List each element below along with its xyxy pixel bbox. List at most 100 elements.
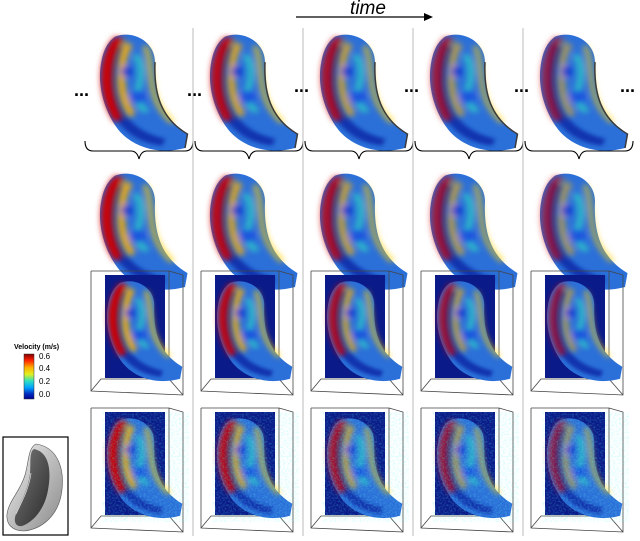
slow-region <box>552 288 603 377</box>
jet-region <box>547 282 611 358</box>
noise-overlay <box>542 412 629 522</box>
slow-region <box>106 182 165 285</box>
colorbar: Velocity (m/s) 0.6 0.4 0.2 0.0 <box>14 344 59 400</box>
colorbar-tick-0: 0.6 <box>39 352 51 361</box>
dots-4: ... <box>404 76 419 96</box>
box-wireframe <box>90 407 184 533</box>
flow-field <box>436 281 513 382</box>
noise-overlay <box>432 412 519 522</box>
flow-field <box>212 412 299 522</box>
panel-smooth-1 <box>99 173 188 290</box>
box-wireframe <box>200 270 294 396</box>
jet-region <box>107 282 171 359</box>
noise-overlay <box>102 412 189 522</box>
jet-region <box>321 175 395 263</box>
brace-4 <box>414 140 524 160</box>
slow-region <box>112 288 163 377</box>
colorbar-tick-2: 0.2 <box>39 377 51 386</box>
panel-mesh-3 <box>319 34 409 151</box>
box-wireframe <box>310 270 404 396</box>
jet-region <box>211 36 285 125</box>
grid-lines <box>192 28 524 536</box>
panel-smooth-2 <box>209 173 298 290</box>
time-label: time <box>350 0 386 19</box>
panel-noisy-5 <box>530 407 629 533</box>
panel-smooth-5 <box>539 173 628 290</box>
box-wireframe <box>90 270 184 396</box>
flow-field <box>102 412 189 522</box>
slow-region <box>442 288 493 377</box>
mesh-edge <box>264 62 299 149</box>
flow-field <box>319 34 409 151</box>
panel-noisy-2 <box>200 407 299 533</box>
braces <box>84 140 634 160</box>
colorbar-gradient <box>23 353 35 400</box>
panel-box-4 <box>420 270 514 396</box>
time-arrow: time <box>296 0 433 21</box>
flow-field <box>326 281 403 382</box>
flow-field <box>209 34 299 151</box>
slow-region <box>326 182 385 285</box>
flow-field <box>546 281 623 382</box>
dots-2: ... <box>187 80 202 100</box>
panel-noisy-3 <box>310 407 409 533</box>
noise-overlay <box>322 412 409 522</box>
jet-region <box>431 36 505 124</box>
dots-1: ... <box>74 80 89 100</box>
jet-region <box>217 282 281 359</box>
flow-field <box>429 34 519 151</box>
flow-field <box>322 412 409 522</box>
box-wireframe <box>420 270 514 396</box>
panel-box-2 <box>200 270 294 396</box>
panel-box-3 <box>310 270 404 396</box>
slow-region <box>106 43 165 146</box>
panel-mesh-1 <box>99 34 189 151</box>
brace-3 <box>304 140 414 160</box>
box-wireframe <box>420 407 514 533</box>
flow-field <box>539 34 629 151</box>
flow-field <box>99 34 189 151</box>
geometry-inset <box>2 436 69 536</box>
slow-region <box>216 182 275 285</box>
flow-field <box>106 281 183 382</box>
jet-region <box>431 175 505 263</box>
dots-5: ... <box>514 76 529 96</box>
slow-region <box>546 43 605 146</box>
panel-smooth-4 <box>429 173 518 290</box>
brace-1 <box>84 140 194 160</box>
box-wireframe <box>530 407 624 533</box>
slow-region <box>332 288 383 377</box>
box-wireframe <box>530 270 624 396</box>
jet-region <box>437 282 501 359</box>
colorbar-tick-1: 0.4 <box>39 364 51 373</box>
jet-region <box>327 282 391 359</box>
panel-box-5 <box>530 270 624 396</box>
continuation-dots: ... ... ... ... ... ... <box>74 76 635 100</box>
slow-region <box>222 288 273 377</box>
mesh-edge <box>374 62 409 149</box>
flow-field <box>319 173 408 290</box>
flow-field <box>539 173 628 290</box>
flow-field <box>432 412 519 522</box>
flow-field <box>216 281 293 382</box>
mesh-edge <box>154 62 189 149</box>
flow-field <box>542 412 629 522</box>
flow-field <box>429 173 518 290</box>
panel-noisy-1 <box>90 407 189 533</box>
brace-2 <box>194 140 304 160</box>
mesh-edge <box>594 62 629 149</box>
box-wireframe <box>310 407 404 533</box>
colorbar-title: Velocity (m/s) <box>14 344 59 351</box>
flow-field <box>209 173 298 290</box>
panel-box-1 <box>90 270 184 396</box>
panel-grid <box>90 34 629 533</box>
panel-mesh-4 <box>429 34 519 151</box>
panel-smooth-3 <box>319 173 408 290</box>
panel-mesh-2 <box>209 34 299 151</box>
slow-region <box>546 182 605 285</box>
panel-mesh-5 <box>539 34 629 151</box>
slow-region <box>216 43 275 146</box>
slow-region <box>436 182 495 285</box>
jet-region <box>541 175 614 263</box>
